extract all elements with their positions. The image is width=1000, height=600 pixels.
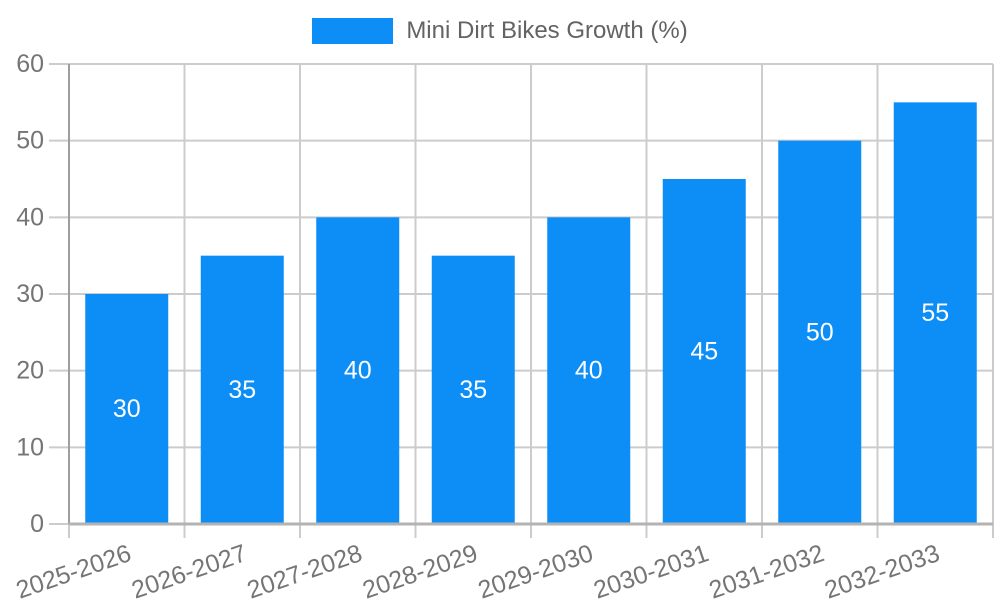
y-tick-label: 50 bbox=[16, 127, 44, 155]
bar-value-label: 55 bbox=[921, 299, 949, 327]
x-tick-label: 2027-2028 bbox=[244, 539, 366, 600]
bar-value-label: 30 bbox=[113, 395, 141, 423]
bar[interactable] bbox=[662, 179, 746, 524]
bar[interactable] bbox=[316, 217, 400, 525]
y-tick-label: 40 bbox=[16, 203, 44, 231]
legend-label[interactable]: Mini Dirt Bikes Growth (%) bbox=[406, 17, 688, 44]
legend-swatch[interactable] bbox=[312, 18, 394, 44]
y-tick-label: 0 bbox=[30, 510, 44, 538]
bar[interactable] bbox=[778, 140, 862, 524]
x-tick-label: 2031-2032 bbox=[706, 539, 828, 600]
bar[interactable] bbox=[431, 255, 515, 524]
bar-value-label: 50 bbox=[806, 318, 834, 346]
bar[interactable] bbox=[200, 255, 284, 524]
bar[interactable] bbox=[85, 294, 169, 524]
bar-value-label: 40 bbox=[344, 357, 372, 385]
x-tick-label: 2030-2031 bbox=[590, 539, 712, 600]
bar-value-label: 45 bbox=[690, 338, 718, 366]
y-tick-label: 30 bbox=[16, 280, 44, 308]
x-tick-label: 2026-2027 bbox=[128, 539, 250, 600]
x-tick-label: 2032-2033 bbox=[821, 539, 943, 600]
legend: Mini Dirt Bikes Growth (%) bbox=[0, 17, 1000, 45]
y-tick-label: 20 bbox=[16, 357, 44, 385]
bar-value-label: 40 bbox=[575, 357, 603, 385]
bar[interactable] bbox=[893, 102, 977, 524]
bar[interactable] bbox=[547, 217, 631, 525]
x-tick-label: 2028-2029 bbox=[359, 539, 481, 600]
y-tick-label: 10 bbox=[16, 433, 44, 461]
x-tick-label: 2025-2026 bbox=[13, 539, 135, 600]
y-tick-label: 60 bbox=[16, 50, 44, 78]
x-tick-label: 2029-2030 bbox=[475, 539, 597, 600]
bar-value-label: 35 bbox=[459, 376, 487, 404]
bar-value-label: 35 bbox=[228, 376, 256, 404]
